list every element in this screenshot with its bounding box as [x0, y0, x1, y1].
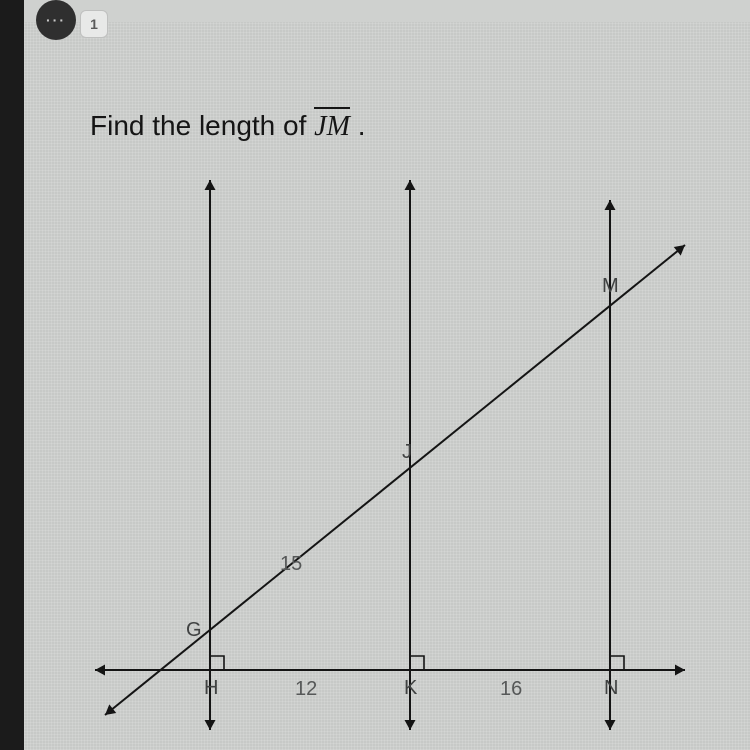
- svg-text:15: 15: [280, 553, 302, 575]
- svg-text:K: K: [404, 677, 418, 699]
- left-margin-bar: [0, 0, 24, 750]
- top-strip: [24, 0, 750, 22]
- svg-text:12: 12: [295, 678, 317, 700]
- svg-text:H: H: [204, 677, 218, 699]
- header-dark-badge[interactable]: ···: [36, 0, 76, 40]
- svg-text:16: 16: [500, 678, 522, 700]
- geometry-diagram: G H J K M N 15 12 16: [70, 175, 690, 735]
- header-page-badge[interactable]: 1: [80, 10, 108, 38]
- question-text: Find the length of JM .: [90, 110, 365, 143]
- segment-name: JM: [314, 111, 350, 142]
- screen: ··· 1 Find the length of JM . G H J K M N 15 12…: [0, 0, 750, 750]
- question-suffix: .: [358, 110, 366, 141]
- svg-text:J: J: [402, 441, 412, 463]
- svg-text:M: M: [602, 275, 619, 297]
- svg-text:G: G: [186, 619, 202, 641]
- question-prefix: Find the length of: [90, 110, 314, 141]
- svg-text:N: N: [604, 677, 618, 699]
